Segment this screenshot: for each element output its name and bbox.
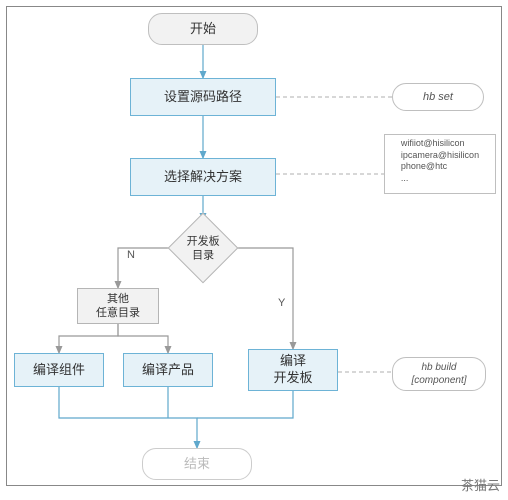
node-end: 结束	[142, 448, 252, 480]
node-set_src: 设置源码路径	[130, 78, 276, 116]
node-other_dir: 其他任意目录	[77, 288, 159, 324]
annotation-anno_hbset: hb set	[392, 83, 484, 111]
watermark: 茶猫云	[461, 475, 500, 494]
board_dir-label: 开发板目录	[187, 234, 220, 263]
annotation-anno_solutions: wifiiot@hisiliconipcamera@hisiliconphone…	[384, 134, 496, 194]
node-compile_product: 编译产品	[123, 353, 213, 387]
node-start: 开始	[148, 13, 258, 45]
annotation-anno_hbbuild: hb build[component]	[392, 357, 486, 391]
node-compile_board: 编译开发板	[248, 349, 338, 391]
node-select_solution: 选择解决方案	[130, 158, 276, 196]
node-compile_component: 编译组件	[14, 353, 104, 387]
